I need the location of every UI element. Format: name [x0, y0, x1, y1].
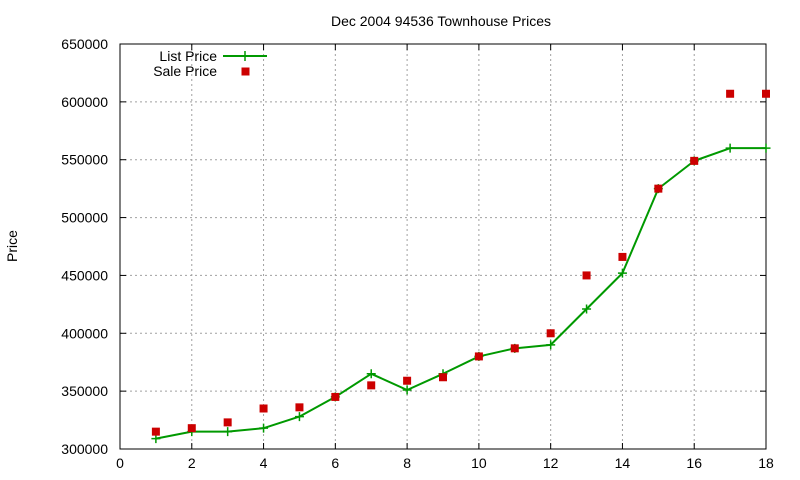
x-tick-label: 12	[543, 455, 559, 471]
x-tick-label: 6	[331, 455, 339, 471]
list-price-point	[294, 412, 304, 422]
sale-price-point	[762, 89, 770, 98]
y-axis-label: Price	[4, 230, 20, 262]
sale-price-point	[510, 344, 519, 353]
list-price-point	[761, 143, 771, 153]
sale-price-point	[474, 352, 483, 361]
sale-price-point	[582, 271, 591, 280]
list-price-line	[155, 147, 766, 440]
y-tick-label: 450000	[61, 267, 108, 283]
list-price-point	[582, 304, 592, 314]
x-tick-label: 10	[471, 455, 487, 471]
x-tick-label: 16	[686, 455, 702, 471]
sale-price-point	[295, 403, 304, 412]
sale-price-point	[654, 184, 663, 193]
x-tick-label: 2	[188, 455, 196, 471]
y-tick-label: 300000	[61, 441, 108, 457]
chart-title: Dec 2004 94536 Townhouse Prices	[331, 13, 551, 29]
sale-price-point	[403, 376, 412, 385]
y-tick-label: 550000	[61, 152, 108, 168]
plot-area-border	[119, 43, 767, 450]
legend: List Price Sale Price	[153, 48, 267, 79]
y-tick-label: 600000	[61, 94, 108, 110]
sale-price-point	[259, 404, 268, 413]
list-price-point	[402, 385, 412, 395]
sale-price-point	[726, 89, 735, 98]
sale-price-point	[151, 427, 160, 436]
y-tick-label: 650000	[61, 36, 108, 52]
sale-price-point	[223, 418, 232, 427]
x-tick-label: 0	[116, 455, 124, 471]
x-tick-label: 14	[615, 455, 631, 471]
x-tick-label: 4	[260, 455, 268, 471]
list-price-point	[617, 268, 627, 278]
list-price-point	[725, 143, 735, 153]
y-tick-label: 500000	[61, 210, 108, 226]
data-series	[151, 89, 771, 444]
legend-marker-list-price	[240, 51, 250, 61]
sale-price-point	[690, 156, 699, 165]
y-axis-tick-labels: 300000 350000 400000 450000 500000 550000 6000…	[61, 36, 108, 457]
list-price-point	[259, 423, 269, 433]
legend-label-list-price: List Price	[159, 48, 217, 64]
y-tick-label: 350000	[61, 383, 108, 399]
sale-price-point	[546, 329, 555, 338]
sale-price-point	[367, 381, 376, 390]
sale-price-point	[439, 373, 447, 382]
x-axis-tick-labels: 0 2 4 6 8 10 12 14 16 18	[116, 455, 774, 471]
sale-price-point	[618, 252, 627, 261]
y-tick-label: 400000	[61, 325, 108, 341]
legend-marker-sale-price	[241, 67, 250, 76]
x-tick-label: 8	[403, 455, 411, 471]
list-price-point	[223, 427, 233, 437]
x-tick-label: 18	[758, 455, 774, 471]
sale-price-point	[331, 392, 340, 401]
legend-label-sale-price: Sale Price	[153, 63, 217, 79]
series-1	[151, 89, 770, 436]
list-price-point	[366, 369, 376, 379]
list-price-point	[546, 340, 556, 350]
sale-price-point	[187, 424, 196, 433]
